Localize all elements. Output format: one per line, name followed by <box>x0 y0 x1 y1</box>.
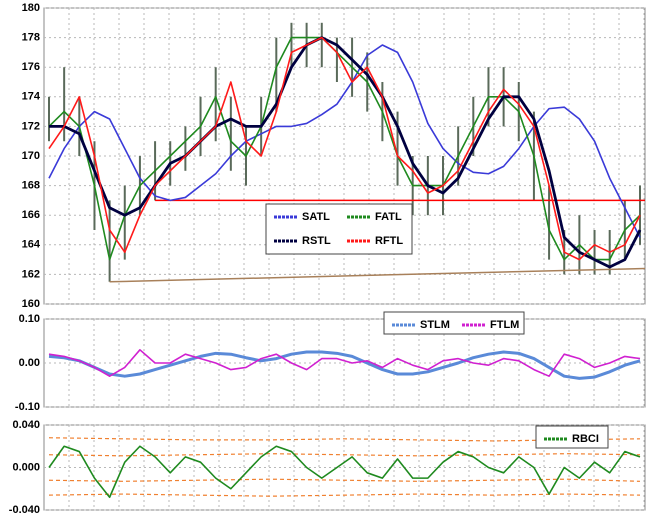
legend-box <box>383 311 525 335</box>
y-tick-label: 178 <box>22 32 40 44</box>
legend-label: SATL <box>302 211 330 223</box>
y-tick-label: 160 <box>22 298 40 310</box>
y-tick-label: 162 <box>22 268 40 280</box>
series-line <box>48 36 641 261</box>
y-tick-label: 180 <box>22 2 40 14</box>
y-tick-label: 174 <box>22 91 41 103</box>
legend-label: FATL <box>375 211 402 223</box>
series-line <box>48 36 641 261</box>
series-line <box>48 349 641 377</box>
legend-label: FTLM <box>490 319 519 331</box>
legend-label: RFTL <box>375 235 403 247</box>
y-tick-label: -0.040 <box>9 504 40 516</box>
series-line <box>48 44 641 238</box>
y-tick-label: 166 <box>22 209 40 221</box>
y-tick-label: 172 <box>22 120 40 132</box>
y-tick-label: 170 <box>22 150 40 162</box>
legend-label: STLM <box>420 319 450 331</box>
y-tick-label: 0.10 <box>19 313 40 325</box>
series-line <box>48 350 641 380</box>
series-line <box>48 445 641 499</box>
legend-label: RBCI <box>572 433 599 445</box>
legend-label: RSTL <box>302 235 331 247</box>
trend-line <box>109 267 646 283</box>
y-tick-label: 176 <box>22 61 40 73</box>
y-tick-label: 0.000 <box>12 461 40 473</box>
legend-box <box>535 425 609 449</box>
y-tick-label: 0.00 <box>19 357 40 369</box>
band-line <box>48 493 641 497</box>
series-line <box>49 36 642 269</box>
band-line <box>48 453 641 457</box>
y-tick-label: -0.10 <box>15 401 40 413</box>
y-tick-label: 168 <box>22 180 40 192</box>
legend-box <box>265 203 413 255</box>
y-tick-label: 0.040 <box>12 419 40 431</box>
y-tick-label: 164 <box>22 239 41 251</box>
